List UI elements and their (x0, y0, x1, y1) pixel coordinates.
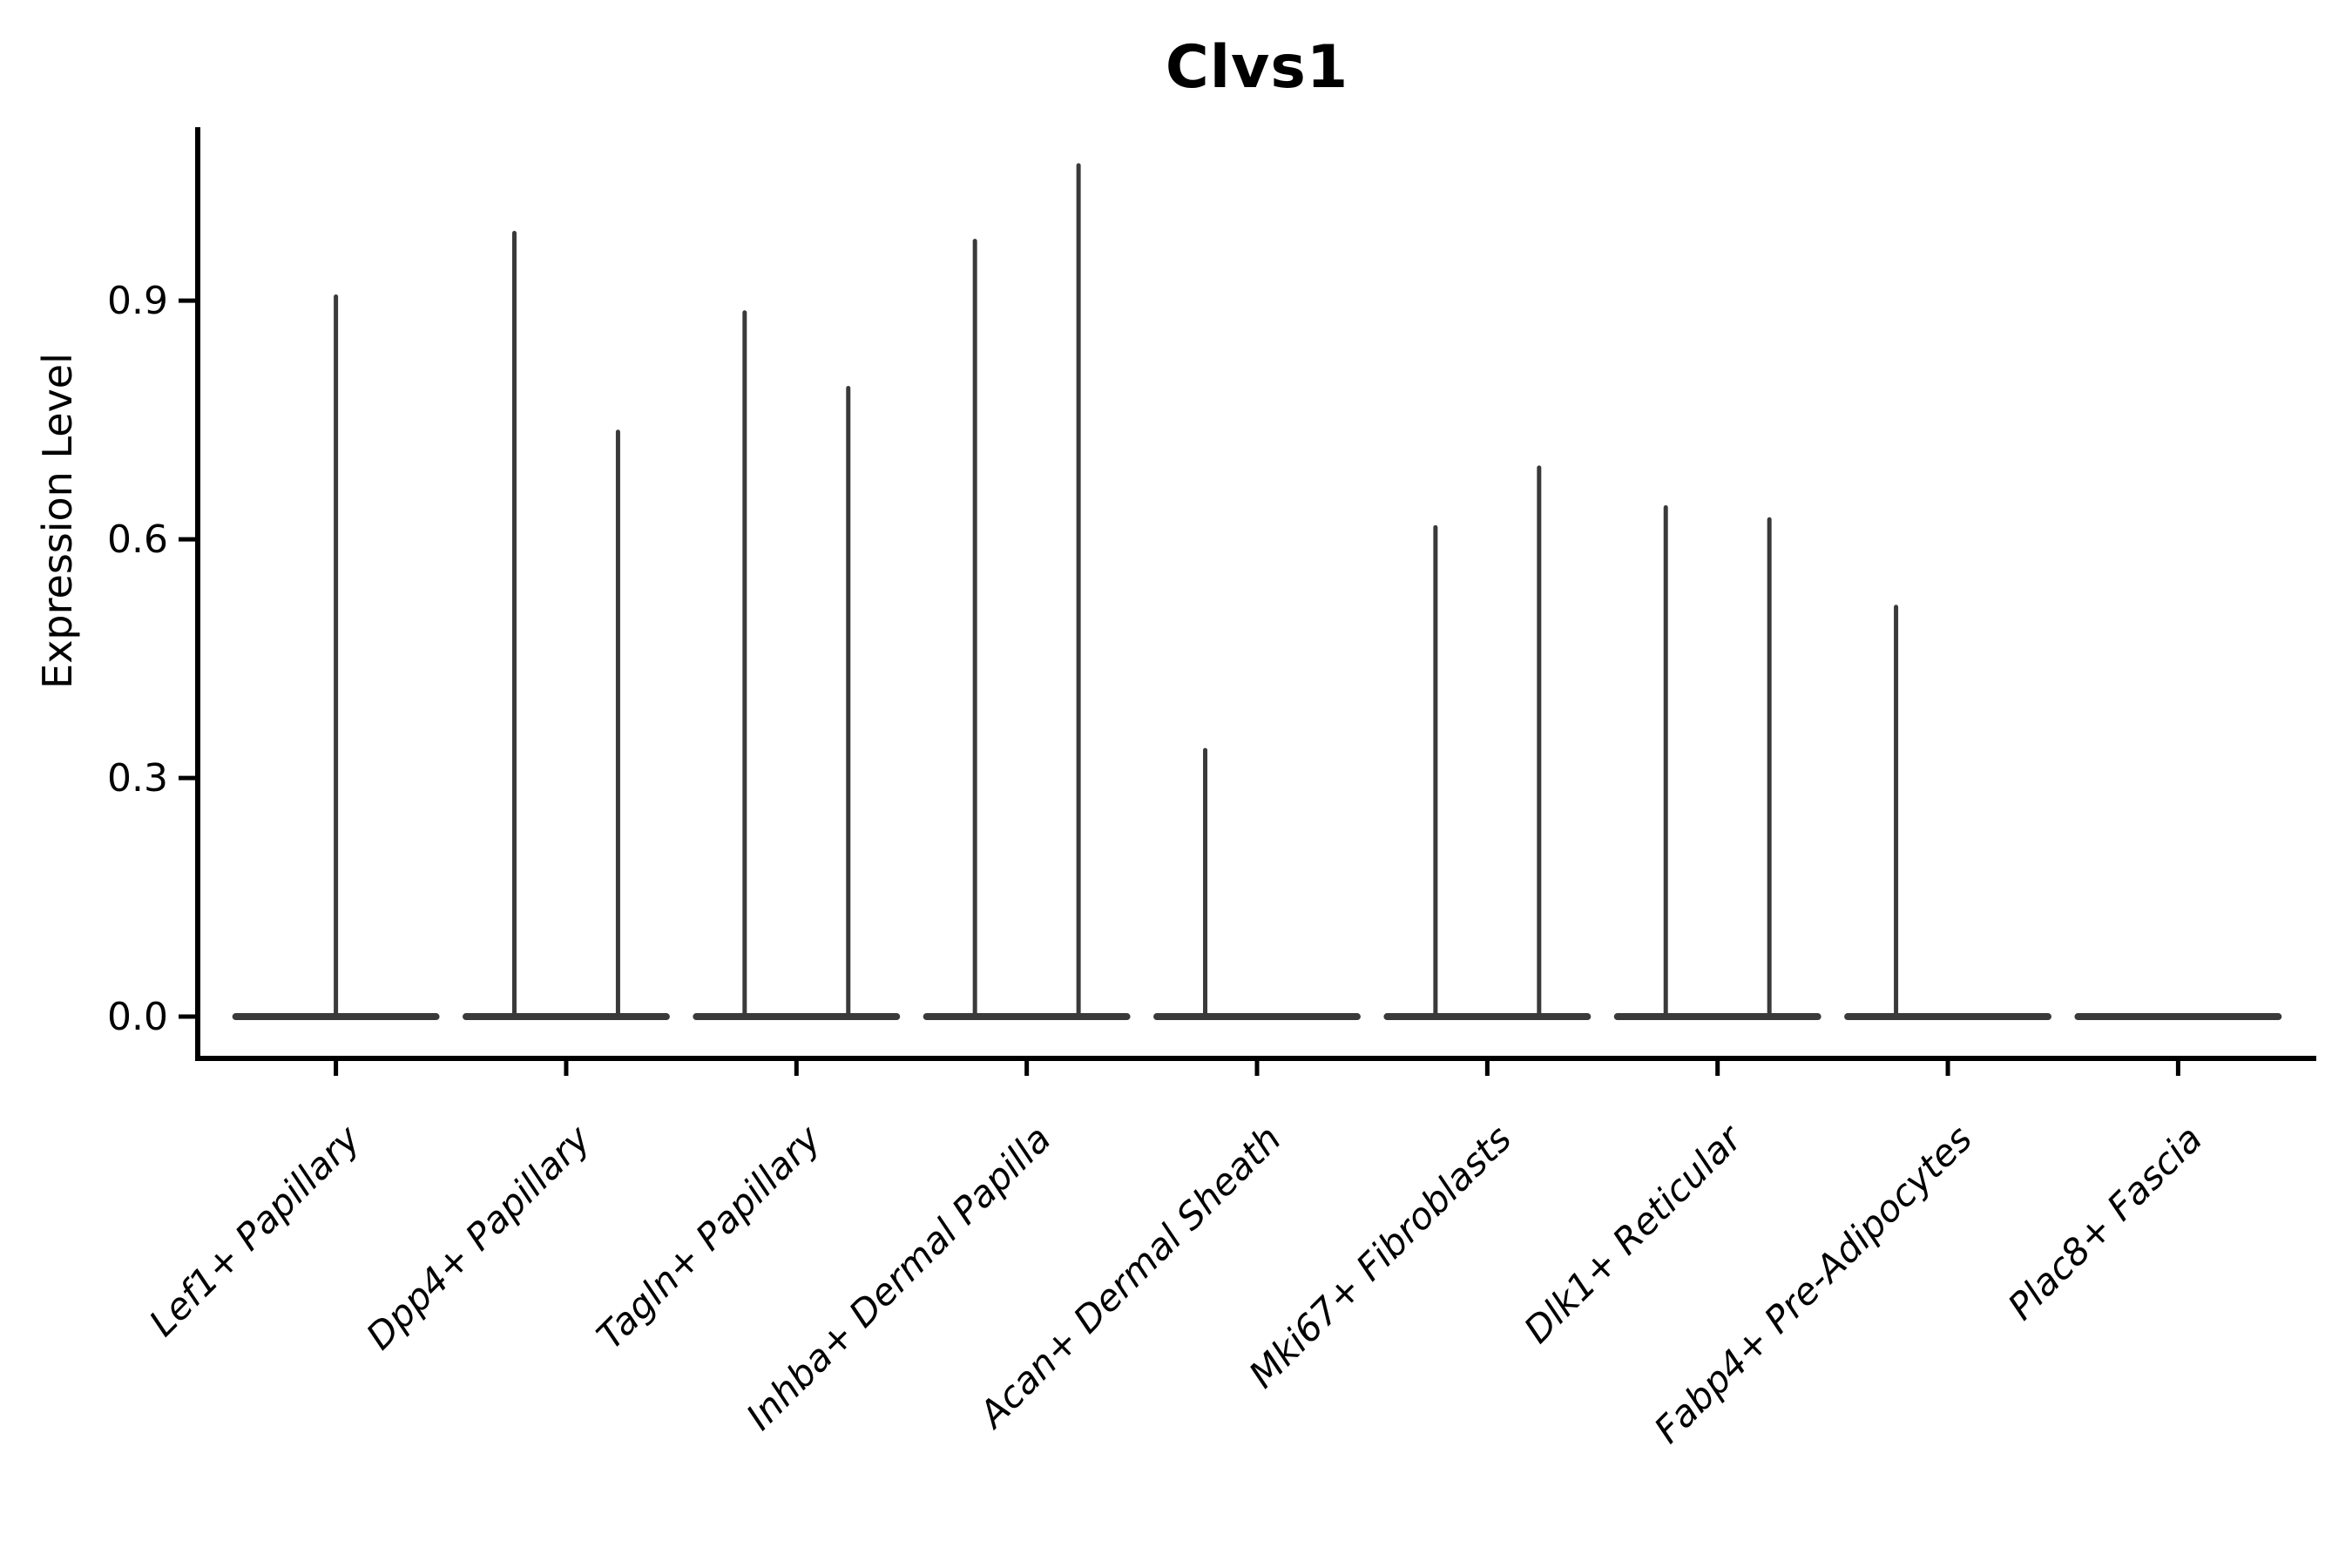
violin-base (923, 1013, 1131, 1021)
x-tick-label: Tagln+ Papillary (589, 1117, 830, 1358)
y-tick-label: 0.6 (107, 517, 168, 562)
chart-title: Clvs1 (1165, 33, 1349, 102)
violin-base (463, 1013, 670, 1021)
violin-base (2074, 1013, 2282, 1021)
x-tick-label: Plac8+ Fascia (1999, 1117, 2210, 1328)
violin-base (1153, 1013, 1361, 1021)
y-tick-label: 0.9 (107, 279, 168, 323)
y-tick-label: 0.0 (107, 995, 168, 1039)
violin-base (1613, 1013, 1821, 1021)
violin-base (1844, 1013, 2051, 1021)
x-tick-label: Mki67+ Fibroblasts (1240, 1117, 1519, 1396)
x-tick-label: Dpp4+ Papillary (358, 1117, 599, 1358)
violin-base (1383, 1013, 1592, 1021)
violin-base (693, 1013, 901, 1021)
y-tick-label: 0.3 (107, 756, 168, 801)
x-tick-label: Dlk1+ Reticular (1516, 1115, 1752, 1351)
x-tick-label: Lef1+ Papillary (141, 1117, 369, 1345)
